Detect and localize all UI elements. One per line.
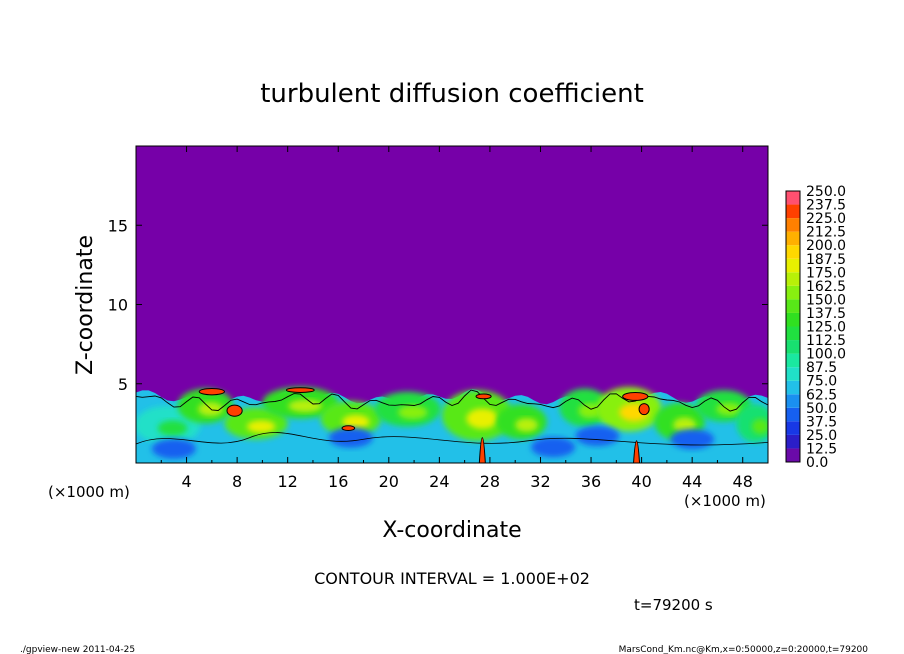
- colorbar-label: 250.0: [806, 184, 846, 200]
- colorbar-label: 125.0: [806, 320, 846, 336]
- colorbar-label: 175.0: [806, 265, 846, 281]
- x-axis-label: X-coordinate: [382, 518, 521, 543]
- thermal-core: [157, 420, 188, 436]
- thermal-core: [673, 417, 696, 433]
- x-tick-label: 32: [530, 472, 550, 491]
- low-diffusion-pocket: [328, 427, 373, 448]
- colorbar-swatch: [786, 353, 800, 368]
- colorbar-swatch: [786, 299, 800, 313]
- colorbar-label: 0.0: [806, 455, 828, 471]
- x-unit-label: (×1000 m): [48, 483, 130, 501]
- colorbar-swatch: [786, 326, 800, 341]
- thermal-core: [751, 418, 768, 435]
- y-axis: 5 10 15: [108, 216, 768, 394]
- x-tick-label: 28: [480, 472, 500, 491]
- x-axis: 4 8 12 16 20 24 28 32 36 40 44 48: [160, 146, 753, 491]
- y-tick-label: 15: [108, 216, 128, 235]
- colorbar-label: 12.5: [806, 441, 837, 457]
- colorbar-swatch: [786, 448, 800, 462]
- x-tick-label: 24: [429, 472, 449, 491]
- colorbar-label: 212.5: [806, 225, 846, 241]
- hot-core: [622, 391, 649, 401]
- colorbar-swatch: [786, 407, 800, 422]
- hot-core: [285, 387, 315, 393]
- time-label: t=79200 s: [634, 596, 713, 614]
- colorbar-swatch: [786, 191, 800, 205]
- low-diffusion-pocket: [670, 429, 715, 450]
- x-tick-label: 48: [733, 472, 753, 491]
- footer-right: MarsCond_Km.nc@Km,x=0:50000,z=0:20000,t=…: [619, 645, 869, 654]
- contour-line: [136, 432, 768, 446]
- colorbar-label: 75.0: [806, 374, 837, 390]
- low-diffusion-pocket: [151, 438, 196, 459]
- footer-left: ./gpview-new 2011-04-25: [20, 645, 135, 654]
- thermal-core: [466, 408, 499, 429]
- turbulence-field: [136, 386, 768, 463]
- low-diffusion-pocket: [531, 437, 576, 458]
- hot-core: [198, 388, 225, 396]
- thermal-core: [716, 402, 742, 416]
- x-tick-label: 8: [232, 472, 242, 491]
- colorbar-label: 100.0: [806, 347, 846, 363]
- contour-interval: CONTOUR INTERVAL = 1.000E+02: [314, 569, 590, 588]
- colorbar-frame: [785, 190, 801, 463]
- x-tick-label: 16: [328, 472, 348, 491]
- colorbar-swatch: [786, 434, 800, 449]
- x-tick-label: 36: [581, 472, 601, 491]
- colorbar-label: 50.0: [806, 401, 837, 417]
- contour-line: [136, 389, 768, 412]
- x-tick-label: 40: [631, 472, 651, 491]
- colorbar-label: 87.5: [806, 360, 837, 376]
- thermal-core: [578, 403, 602, 419]
- x-tick-label: 12: [278, 472, 298, 491]
- colorbar-swatch: [786, 380, 800, 395]
- y-tick-label: 5: [118, 375, 128, 394]
- colorbar-swatch: [786, 258, 800, 273]
- colorbar-label: 62.5: [806, 387, 837, 403]
- colorbar-swatch: [786, 204, 800, 219]
- chart-title: turbulent diffusion coefficient: [260, 79, 644, 109]
- colorbar-swatch: [786, 340, 800, 354]
- colorbar-label: 25.0: [806, 428, 837, 444]
- hot-core: [475, 393, 492, 400]
- colorbar-label: 187.5: [806, 252, 846, 268]
- hot-core: [638, 403, 650, 416]
- colorbar-swatch: [786, 285, 800, 300]
- y-tick-label: 10: [108, 296, 128, 315]
- colorbar-swatch: [786, 231, 800, 246]
- colorbar: 0.012.525.037.550.062.575.087.5100.0112.…: [785, 184, 846, 471]
- colorbar-swatch: [786, 367, 800, 381]
- x-tick-label: 44: [682, 472, 702, 491]
- colorbar-label: 112.5: [806, 333, 846, 349]
- y-axis-label: Z-coordinate: [73, 235, 98, 375]
- colorbar-label: 150.0: [806, 292, 846, 308]
- low-diffusion-pocket: [575, 426, 620, 447]
- x-tick-label: 4: [181, 472, 191, 491]
- colorbar-label: 225.0: [806, 211, 846, 227]
- colorbar-swatch: [786, 272, 800, 286]
- thermal-core: [515, 417, 538, 432]
- colorbar-swatch: [786, 218, 800, 232]
- colorbar-label: 237.5: [806, 198, 846, 214]
- hot-core: [226, 404, 243, 417]
- colorbar-swatch: [786, 245, 800, 259]
- thermal-core: [288, 399, 323, 413]
- colorbar-label: 137.5: [806, 306, 846, 322]
- thermal-core: [246, 420, 276, 433]
- colorbar-swatch: [786, 421, 800, 435]
- colorbar-label: 37.5: [806, 414, 837, 430]
- colorbar-label: 200.0: [806, 238, 846, 254]
- colorbar-swatch: [786, 312, 800, 327]
- thermal-core: [398, 405, 428, 420]
- colorbar-label: 162.5: [806, 279, 846, 295]
- hot-core: [341, 425, 356, 432]
- x-unit-label-right: (×1000 m): [684, 492, 766, 510]
- x-tick-label: 20: [379, 472, 399, 491]
- colorbar-swatch: [786, 394, 800, 408]
